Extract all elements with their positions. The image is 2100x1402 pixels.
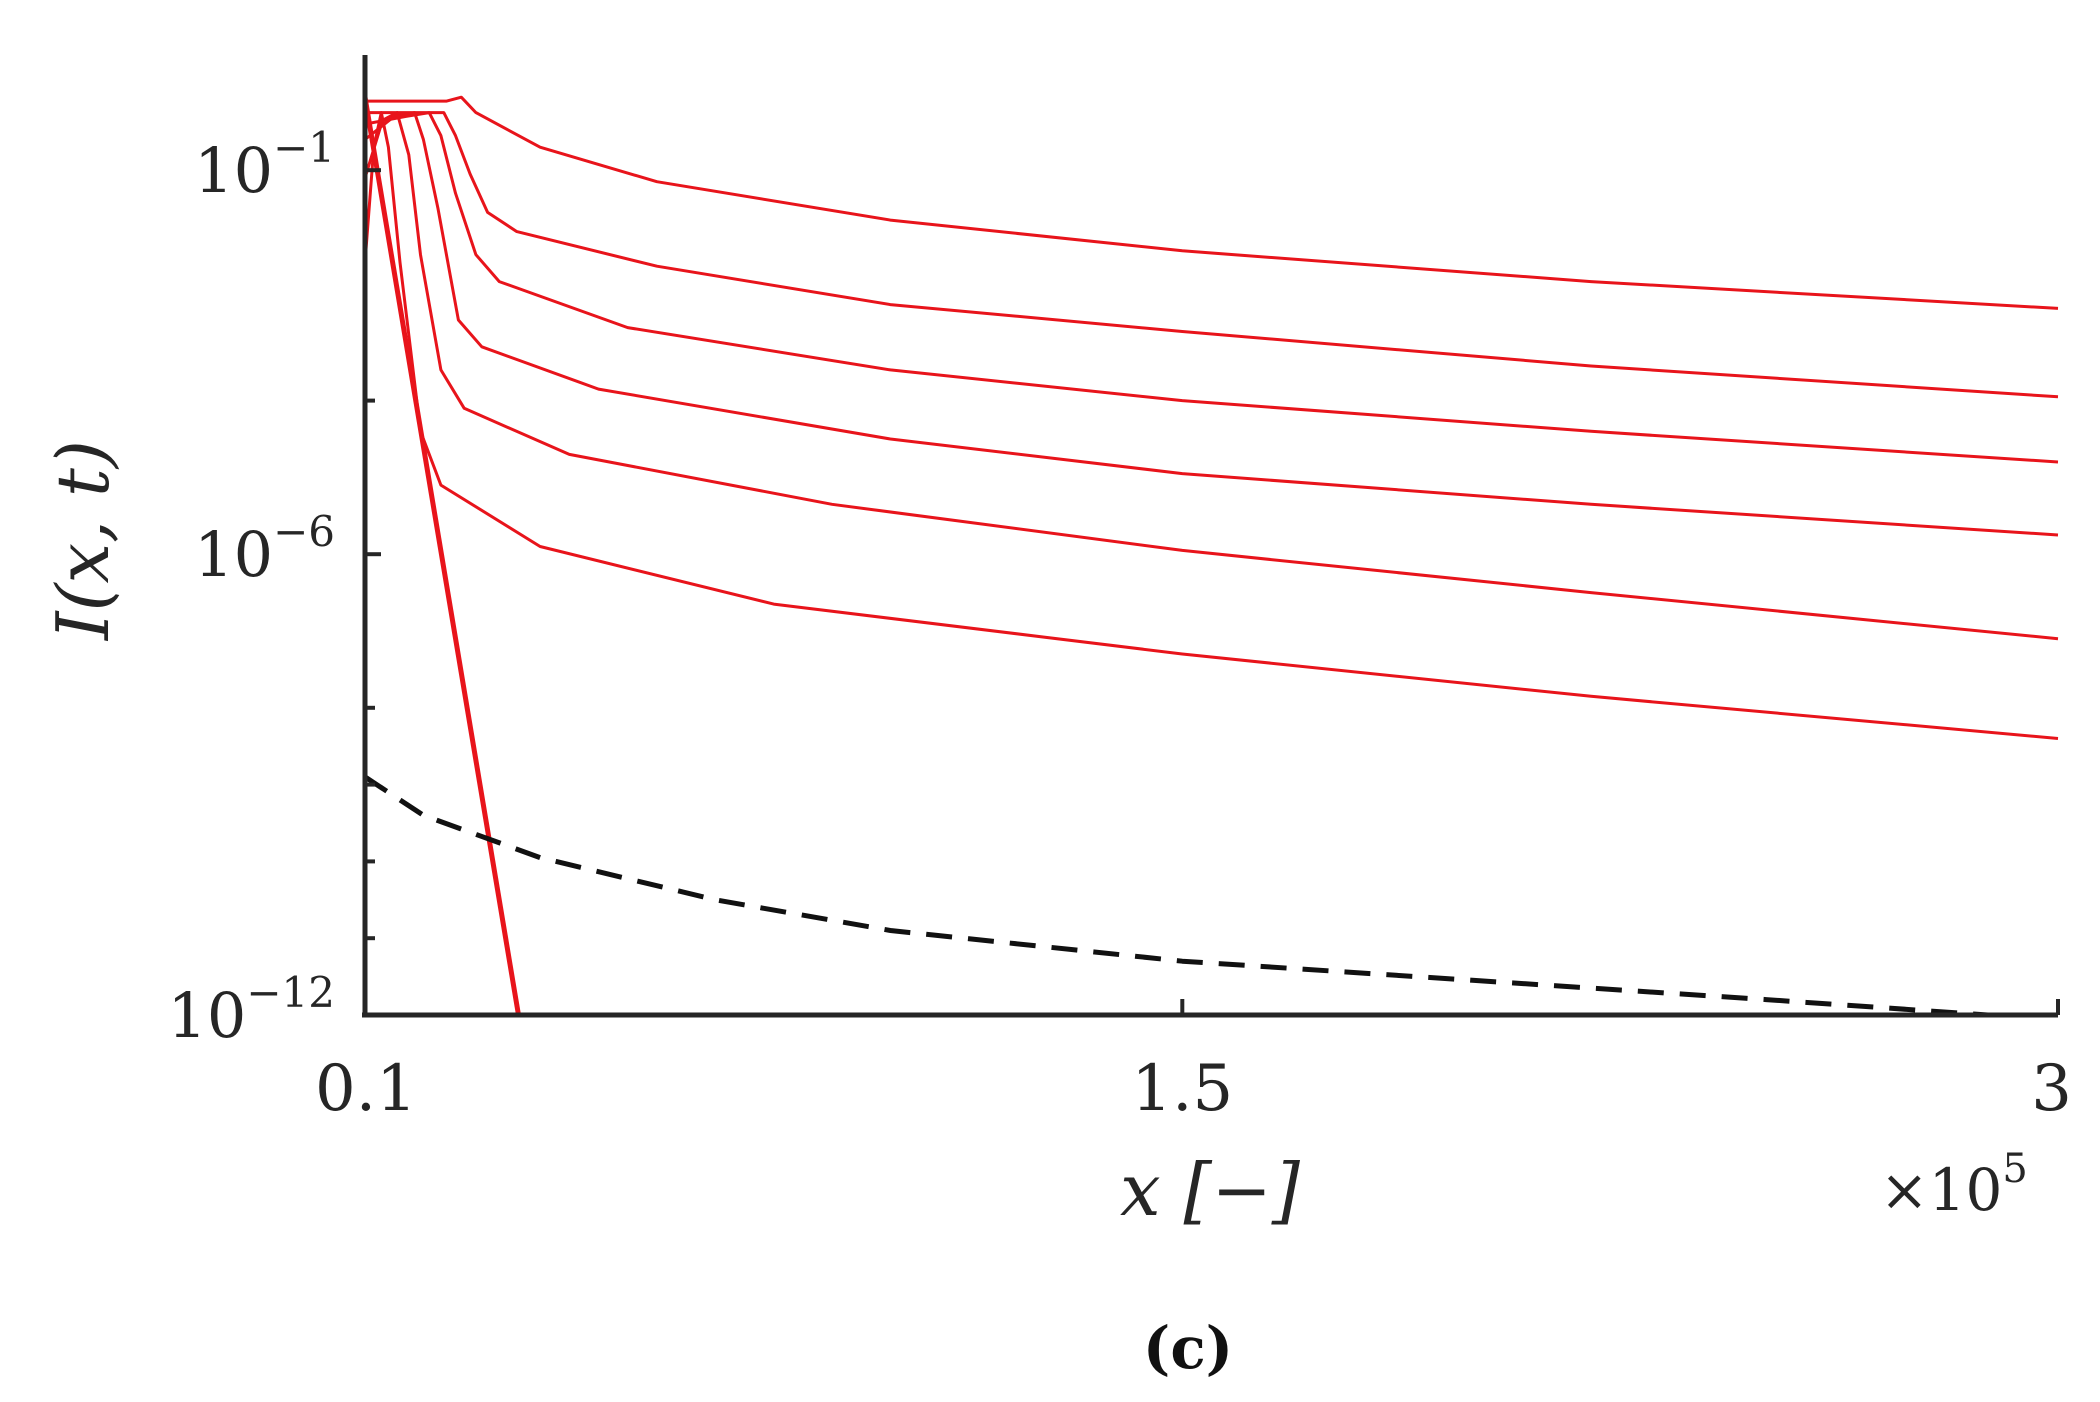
series-layer — [362, 95, 2059, 1018]
y-tick-label-1: 10−6 — [194, 507, 335, 591]
y-tick-exponent-2: −12 — [246, 968, 335, 1017]
axes-layer — [362, 55, 2058, 1018]
x-ticks: 0.1 1.5 3 — [315, 999, 2072, 1126]
panel-label: (c) — [1143, 1314, 1233, 1382]
red-series-3 — [364, 111, 2059, 464]
x-tick-label-0: 0.1 — [315, 1052, 417, 1126]
y-tick-exponent-1: −6 — [273, 507, 335, 556]
red-series-5 — [365, 95, 2059, 310]
red-series-1 — [363, 111, 2059, 641]
red-series-4 — [365, 111, 2059, 399]
red-series-6 — [362, 96, 521, 1016]
y-axis-label: I(x, t) — [41, 440, 125, 642]
x-axis-label: x [−] — [1120, 1148, 1301, 1232]
dashed-series-7 — [363, 774, 1989, 1018]
x-tick-label-1: 1.5 — [1131, 1052, 1233, 1126]
red-series-0 — [363, 111, 2059, 740]
y-tick-exponent-0: −1 — [273, 123, 335, 172]
y-tick-label-0: 10−1 — [194, 123, 335, 207]
x-tick-label-2: 3 — [2031, 1052, 2072, 1126]
x-multiplier-base: ×10 — [1880, 1156, 2002, 1224]
y-ticks: 10−110−610−12 — [167, 123, 381, 1052]
y-tick-base-2: 10 — [167, 979, 246, 1052]
y-tick-label-2: 10−12 — [167, 968, 335, 1052]
x-multiplier-label: ×105 — [1880, 1146, 2028, 1224]
x-multiplier-exponent: 5 — [2002, 1146, 2027, 1192]
y-tick-base-0: 10 — [194, 134, 273, 207]
y-tick-base-1: 10 — [194, 518, 273, 591]
